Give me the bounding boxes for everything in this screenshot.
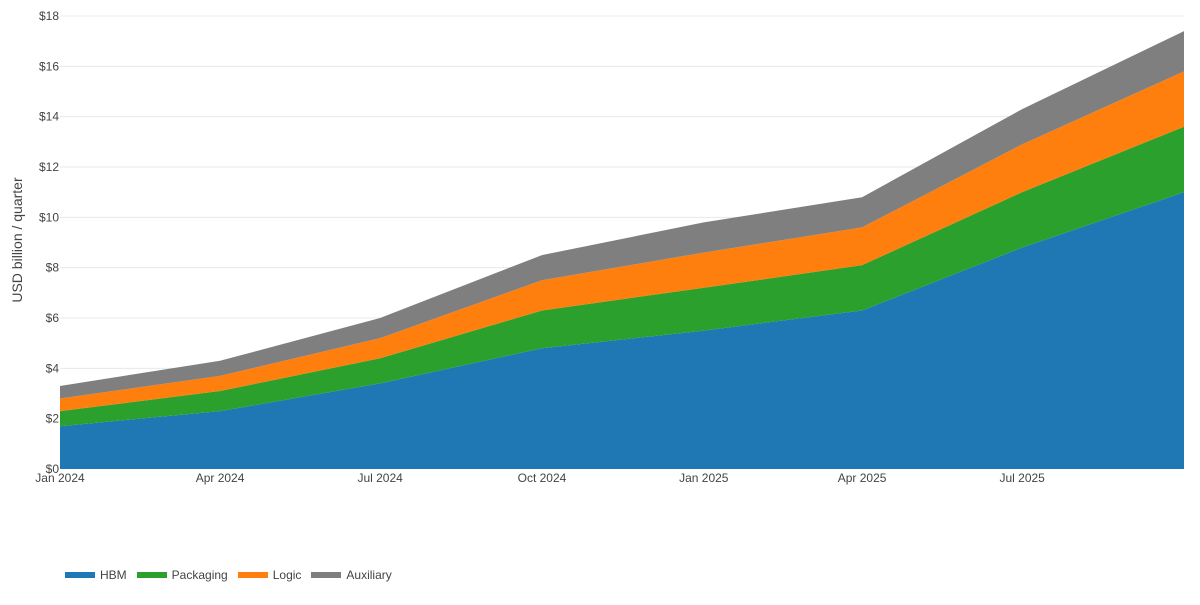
legend-swatch (136, 572, 167, 578)
y-tick-label: $14 (39, 110, 59, 124)
legend-swatch (237, 572, 268, 578)
legend-label: Auxiliary (346, 568, 392, 582)
y-tick-label: $2 (46, 412, 60, 426)
legend-item-packaging[interactable]: Packaging (136, 568, 228, 582)
legend-swatch (65, 572, 95, 578)
y-tick-label: $6 (46, 311, 60, 325)
legend-item-logic[interactable]: Logic (237, 568, 302, 582)
legend-label: Packaging (171, 568, 228, 582)
legend-swatch (311, 572, 342, 578)
area-series (60, 31, 1184, 470)
y-tick-label: $4 (46, 361, 60, 375)
x-tick-label: Jul 2024 (357, 471, 403, 485)
y-tick-label: $8 (46, 261, 60, 275)
area-series-hbm (60, 192, 1184, 470)
legend-item-auxiliary[interactable]: Auxiliary (311, 568, 392, 582)
x-tick-label: Oct 2024 (518, 471, 567, 485)
y-tick-label: $12 (39, 160, 59, 174)
x-tick-label: Jul 2025 (999, 471, 1045, 485)
x-tick-label: Jan 2024 (35, 471, 85, 485)
y-axis-ticks: $0 $2 $4 $6 $8 $10 $12 $14 $16 $18 (39, 9, 59, 476)
legend-item-hbm[interactable]: HBM (65, 568, 127, 582)
y-tick-label: $16 (39, 59, 59, 73)
x-tick-label: Apr 2024 (196, 471, 245, 485)
x-tick-label: Jan 2025 (679, 471, 729, 485)
y-tick-label: $18 (39, 9, 59, 23)
legend-label: HBM (100, 568, 127, 582)
y-axis-title: USD billion / quarter (9, 177, 25, 303)
y-tick-label: $0 (46, 462, 60, 476)
y-tick-label: $10 (39, 210, 59, 224)
x-tick-label: Apr 2025 (838, 471, 887, 485)
legend-label: Logic (272, 568, 302, 582)
legend: HBM Packaging Logic Auxiliary (65, 568, 392, 582)
x-axis-ticks: Jan 2024 Apr 2024 Jul 2024 Oct 2024 Jan 2025… (35, 471, 1045, 485)
